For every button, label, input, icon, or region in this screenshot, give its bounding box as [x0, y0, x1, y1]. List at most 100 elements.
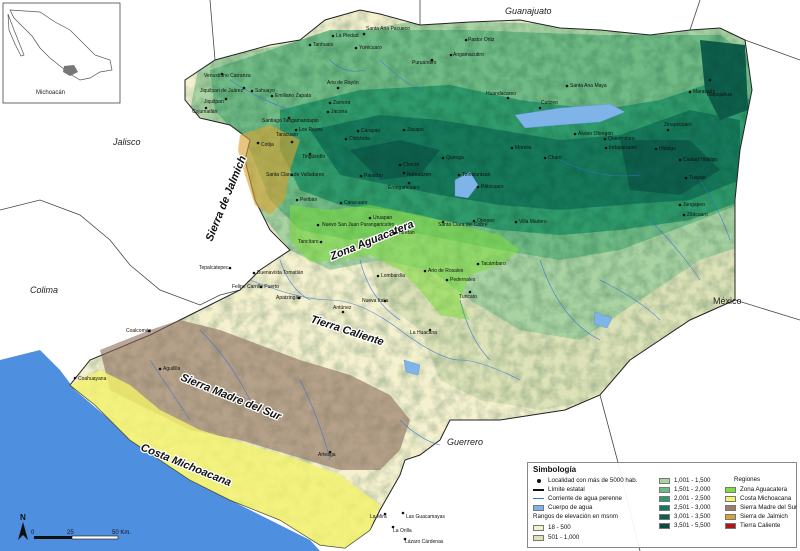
town-dot [252, 271, 256, 275]
legend-region-label: Zona Aguacatera [740, 486, 788, 493]
town-dot [688, 90, 692, 94]
town-label: Cuitzeo [541, 100, 558, 106]
town-dot [354, 46, 358, 50]
town-label: Santiago Tangamandapio [262, 118, 319, 124]
north-label: N [20, 513, 26, 522]
town-dot [331, 34, 335, 38]
town-label: Morelia [515, 145, 532, 151]
town-label: Turicato [459, 294, 477, 300]
town-dot [362, 32, 366, 36]
town-label: Tacámbaro [481, 261, 506, 267]
town-label: Zacapu [407, 127, 424, 133]
town-label: Cotija [261, 142, 274, 148]
town-label: Queréndaro [608, 136, 635, 142]
town-label: La Mira [370, 514, 387, 520]
town-label: Jacona [331, 109, 347, 115]
town-label: Buenavista Tomatlán [257, 270, 304, 276]
scale-label-0: 0 [31, 530, 35, 536]
town-label: Charo [548, 155, 562, 161]
state-label-guanajuato: Guanajuato [505, 6, 552, 16]
town-dot [464, 38, 468, 42]
town-dot [368, 216, 372, 220]
town-label: Apatzingán [276, 295, 301, 301]
legend-elev-item: 3,501 - 5,500 [659, 521, 710, 530]
legend-symbol-label: Localidad con más de 5000 hab. [548, 477, 638, 484]
town-label: Ario de Rayón [327, 80, 359, 86]
towns: La Piedad Santa Ana Pacueco Pastor Ortiz… [73, 26, 732, 545]
legend-region-label: Tierra Caliente [740, 522, 781, 529]
legend-symbol-label: Límite estatal [548, 486, 585, 493]
town-dot [339, 201, 343, 205]
town-dot [290, 140, 294, 144]
legend-symbol-label: Cuerpo de agua [548, 504, 593, 511]
legend-elev-label: 3,501 - 5,500 [674, 522, 711, 529]
town-dot [543, 156, 547, 160]
town-dot [476, 262, 480, 266]
town-dot [341, 310, 345, 314]
legend-symbol-label: Corriente de agua perenne [548, 495, 622, 502]
town-label: Tuxpan [689, 175, 706, 181]
elev-swatch [659, 513, 670, 520]
town-label: Zamora [333, 100, 350, 106]
town-label: Quiroga [446, 155, 464, 161]
region-swatch [725, 486, 736, 493]
scale-label-50: 50 Km. [112, 530, 131, 536]
town-dot [684, 176, 688, 180]
town-label: Tingüindín [302, 154, 325, 160]
town-dot [457, 173, 461, 177]
legend-regions-title: Regiones [734, 476, 761, 483]
elev-swatch [659, 486, 670, 493]
legend-symbol-waterbody: Cuerpo de agua [533, 503, 592, 512]
legend-region-item: Tierra Caliente [725, 521, 780, 530]
town-label: Coahuayana [78, 376, 107, 382]
state-label-colima: Colima [30, 285, 58, 295]
town-label: Taracuato [276, 132, 298, 138]
town-label: Santa Clara de Valladares [266, 172, 324, 178]
town-dot [441, 156, 445, 160]
legend-elev-label: 2,001 - 2,500 [674, 495, 711, 502]
stream-line-icon [533, 496, 544, 502]
town-dot [158, 367, 162, 371]
town-label: Nueva Italia [362, 298, 389, 304]
town-dot [401, 511, 405, 515]
town-label: Arteaga [318, 452, 336, 458]
town-dot [506, 96, 510, 100]
town-dot [308, 152, 312, 156]
region-swatch [725, 495, 736, 502]
town-label: Carapan [361, 128, 380, 134]
town-label: Zinapécuaro [664, 122, 692, 128]
town-dot [573, 132, 577, 136]
town-label: Lázaro Cárdenas [405, 539, 444, 545]
town-label: Opopeo [477, 218, 495, 224]
water-bodies [403, 103, 626, 376]
town-dot [316, 223, 320, 227]
state-label-guerrero: Guerrero [447, 437, 483, 447]
town-label: Pátzcuaro [481, 184, 504, 190]
town-dot [654, 147, 658, 151]
town-label: Aguililla [163, 366, 180, 372]
town-label: Antúnez [333, 305, 352, 311]
legend-region-item: Costa Michoacana [725, 494, 791, 503]
town-dot [468, 290, 472, 294]
town-label: Villa Madero [519, 219, 547, 225]
town-dot [565, 84, 569, 88]
town-label: Zitácuaro [687, 212, 708, 218]
town-dot [259, 285, 263, 289]
town-label: Taretan [398, 230, 415, 236]
elev-swatch [533, 524, 544, 531]
town-label: Venustiano Carranza [204, 73, 251, 79]
region-swatch [725, 513, 736, 520]
town-label: Sahuayo [255, 88, 275, 94]
town-label: Puruándiro [412, 60, 437, 66]
town-dot [344, 137, 348, 141]
legend-elev-item: 1,001 - 1,500 [659, 476, 710, 485]
legend-title: Simbología [533, 465, 577, 474]
legend-region-item: Zona Aguacatera [725, 485, 787, 494]
town-dot [295, 198, 299, 202]
legend-elev-label: 501 - 1,000 [548, 534, 580, 541]
elev-swatch [659, 477, 670, 484]
town-label: Jiquilpan [204, 99, 224, 105]
town-label: Caracuaro [344, 200, 368, 206]
town-dot [73, 376, 77, 380]
